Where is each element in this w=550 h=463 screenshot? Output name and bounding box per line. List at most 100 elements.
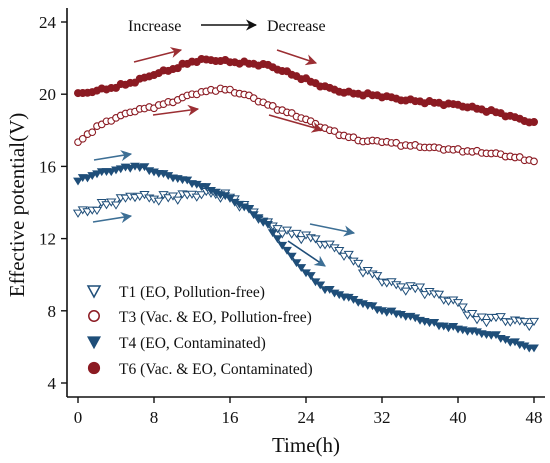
- data-point-t4: [277, 241, 288, 250]
- data-point-t4: [315, 281, 326, 290]
- data-point-t4: [263, 221, 273, 229]
- data-point-t4: [367, 302, 378, 311]
- data-point-t6: [529, 117, 538, 126]
- data-point-t4: [286, 252, 297, 261]
- legend-item-t6: T6 (Vac. & EO, Contaminated): [87, 361, 313, 378]
- data-point-t1: [433, 290, 445, 299]
- legend-marker-t3: [88, 310, 100, 322]
- data-point-t1: [120, 194, 131, 203]
- data-point-t1: [495, 313, 506, 322]
- x-tick-label: 16: [222, 408, 239, 427]
- data-point-t1: [467, 309, 478, 319]
- data-point-t4: [272, 235, 283, 244]
- series-line-t6: [77, 58, 535, 124]
- trend-arrow-t1-increase: [92, 212, 133, 224]
- series-t6: [74, 54, 538, 127]
- data-point-t1: [395, 283, 407, 292]
- x-tick-label: 40: [450, 408, 467, 427]
- legend-marker-t6: [87, 361, 101, 375]
- data-point-t1: [471, 316, 483, 325]
- legend-item-t3: T3 (Vac. & EO, Pollution-free): [88, 309, 312, 326]
- data-point-t4: [282, 246, 292, 255]
- trend-arrow-t3-increase: [152, 104, 200, 116]
- data-point-t1: [414, 283, 426, 292]
- legend-item-t1: T1 (EO, Pollution-free): [86, 284, 265, 301]
- decrease-annotation: Decrease: [267, 18, 326, 35]
- data-point-t4: [244, 204, 254, 213]
- chart-legend: T1 (EO, Pollution-free) T3 (Vac. & EO, P…: [86, 284, 313, 378]
- y-tick-label: 12: [39, 230, 56, 249]
- data-point-t1: [101, 201, 112, 210]
- data-point-t1: [172, 196, 183, 205]
- x-axis-ticks: 0 8 16 24 32 40 48: [74, 397, 543, 427]
- data-point-t1: [272, 225, 283, 234]
- trend-arrow-t1-decrease: [309, 223, 356, 237]
- increase-annotation: Increase: [128, 18, 181, 35]
- x-axis-title: Time(h): [272, 433, 340, 457]
- data-point-t4: [73, 177, 83, 186]
- y-tick-label: 16: [39, 157, 56, 176]
- data-point-t1: [296, 236, 307, 245]
- trend-arrow-t3-decrease: [268, 114, 324, 133]
- data-point-t1: [196, 191, 207, 200]
- trend-arrow-t6-increase: [133, 47, 183, 63]
- data-point-t4: [225, 195, 235, 203]
- x-tick-label: 32: [374, 408, 391, 427]
- legend-marker-t4: [86, 336, 102, 350]
- data-point-t1: [519, 318, 530, 327]
- data-point-t1: [310, 235, 321, 244]
- data-point-t1: [72, 209, 84, 218]
- y-tick-label: 20: [39, 85, 56, 104]
- y-axis-ticks: 4 8 12 16 20 24: [39, 13, 67, 393]
- data-point-t3: [268, 102, 277, 110]
- legend-label-t3: T3 (Vac. & EO, Pollution-free): [119, 309, 312, 326]
- data-point-t1: [191, 193, 202, 202]
- data-point-t1: [357, 269, 369, 278]
- y-tick-label: 8: [48, 302, 57, 321]
- data-point-t1: [281, 226, 293, 235]
- data-point-t1: [457, 303, 468, 312]
- data-point-t4: [201, 183, 212, 192]
- data-point-t1: [110, 201, 122, 210]
- data-point-t4: [529, 344, 539, 353]
- data-point-t1: [91, 206, 103, 216]
- data-point-t4: [267, 229, 278, 238]
- x-tick-label: 48: [526, 408, 543, 427]
- x-tick-label: 8: [150, 408, 159, 427]
- trend-arrow-t4-decrease: [287, 240, 326, 267]
- data-point-t1: [400, 287, 411, 296]
- data-point-t3: [78, 134, 87, 143]
- legend-label-t1: T1 (EO, Pollution-free): [119, 284, 265, 301]
- data-point-t1: [419, 291, 430, 300]
- y-axis-title: Effective potential(V): [5, 113, 29, 297]
- data-point-t3: [330, 127, 339, 135]
- trend-arrow-t6-decrease: [276, 49, 318, 66]
- data-point-t4: [115, 165, 126, 174]
- data-point-t4: [253, 214, 264, 223]
- data-point-t4: [125, 164, 136, 173]
- data-point-t4: [92, 170, 102, 179]
- legend-label-t4: T4 (EO, Contaminated): [119, 335, 266, 352]
- data-point-t1: [505, 318, 516, 327]
- data-point-t1: [353, 259, 364, 269]
- data-point-t1: [372, 272, 383, 281]
- series-t4: [73, 162, 539, 353]
- data-point-t1: [343, 250, 354, 259]
- x-tick-label: 0: [74, 408, 83, 427]
- legend-label-t6: T6 (Vac. & EO, Contaminated): [119, 361, 313, 378]
- data-point-t4: [296, 264, 307, 273]
- legend-marker-t1: [86, 285, 102, 299]
- data-point-t4: [305, 272, 316, 281]
- data-point-t4: [82, 174, 93, 183]
- data-point-t1: [153, 197, 164, 206]
- data-point-t1: [528, 317, 540, 327]
- data-point-t1: [277, 230, 288, 239]
- data-point-t1: [338, 252, 350, 261]
- legend-item-t4: T4 (EO, Contaminated): [86, 335, 266, 352]
- y-tick-label: 24: [39, 13, 57, 32]
- data-point-t1: [291, 229, 302, 239]
- data-point-t1: [452, 299, 464, 308]
- data-point-t1: [476, 313, 487, 322]
- data-point-t1: [334, 247, 345, 256]
